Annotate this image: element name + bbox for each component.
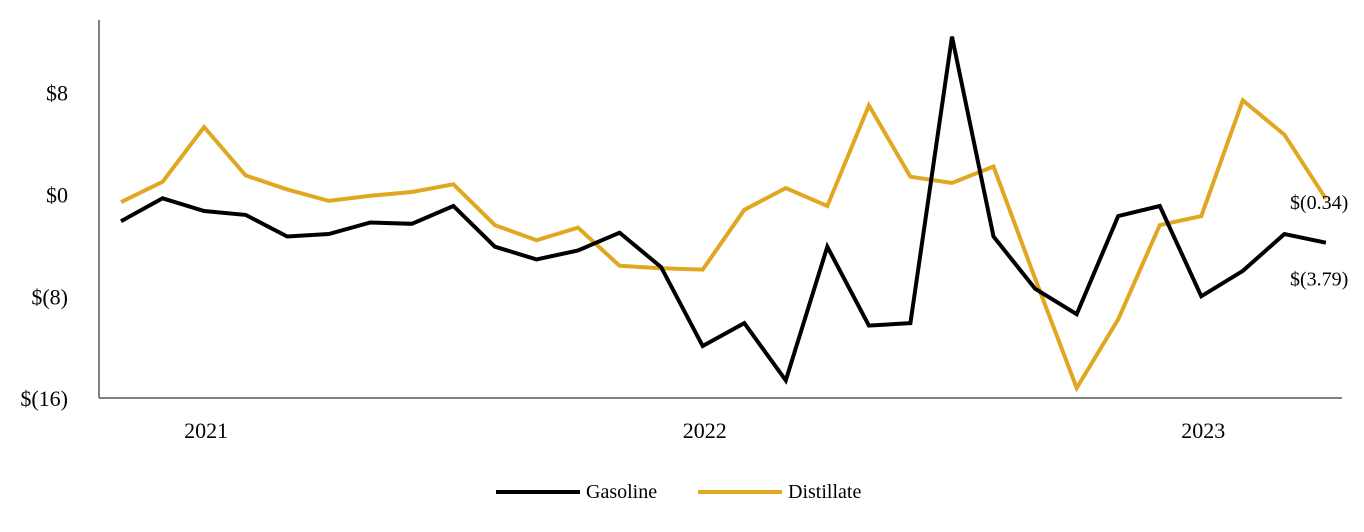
legend-swatch-gasoline [496,490,580,494]
y-tick-label: $8 [46,81,68,106]
legend: Gasoline Distillate [0,472,1364,512]
x-tick-label: 2021 [184,418,228,443]
y-tick-label: $(8) [31,284,68,309]
legend-item-distillate: Distillate [698,472,861,512]
x-tick-label: 2022 [683,418,727,443]
legend-swatch-distillate [698,490,782,494]
line-chart: $8 $0 $(8) $(16) 2021 2022 2023 $(0.34) $(3.79… [20,20,1348,443]
series-line-gasoline [120,36,1327,385]
end-label-distillate: $(0.34) [1290,192,1348,214]
y-tick-labels: $8 $0 $(8) $(16) [20,81,68,412]
legend-label-distillate: Distillate [788,480,862,503]
series-line-distillate [120,96,1328,393]
y-tick-label: $(16) [20,386,68,411]
x-tick-labels: 2021 2022 2023 [184,418,1225,443]
legend-item-gasoline: Gasoline [496,472,657,512]
end-labels: $(0.34) $(3.79) [1290,192,1348,291]
series-lines [120,36,1328,393]
x-tick-label: 2023 [1181,418,1225,443]
end-label-gasoline: $(3.79) [1290,269,1348,291]
legend-label-gasoline: Gasoline [586,480,658,503]
y-tick-label: $0 [46,183,68,208]
